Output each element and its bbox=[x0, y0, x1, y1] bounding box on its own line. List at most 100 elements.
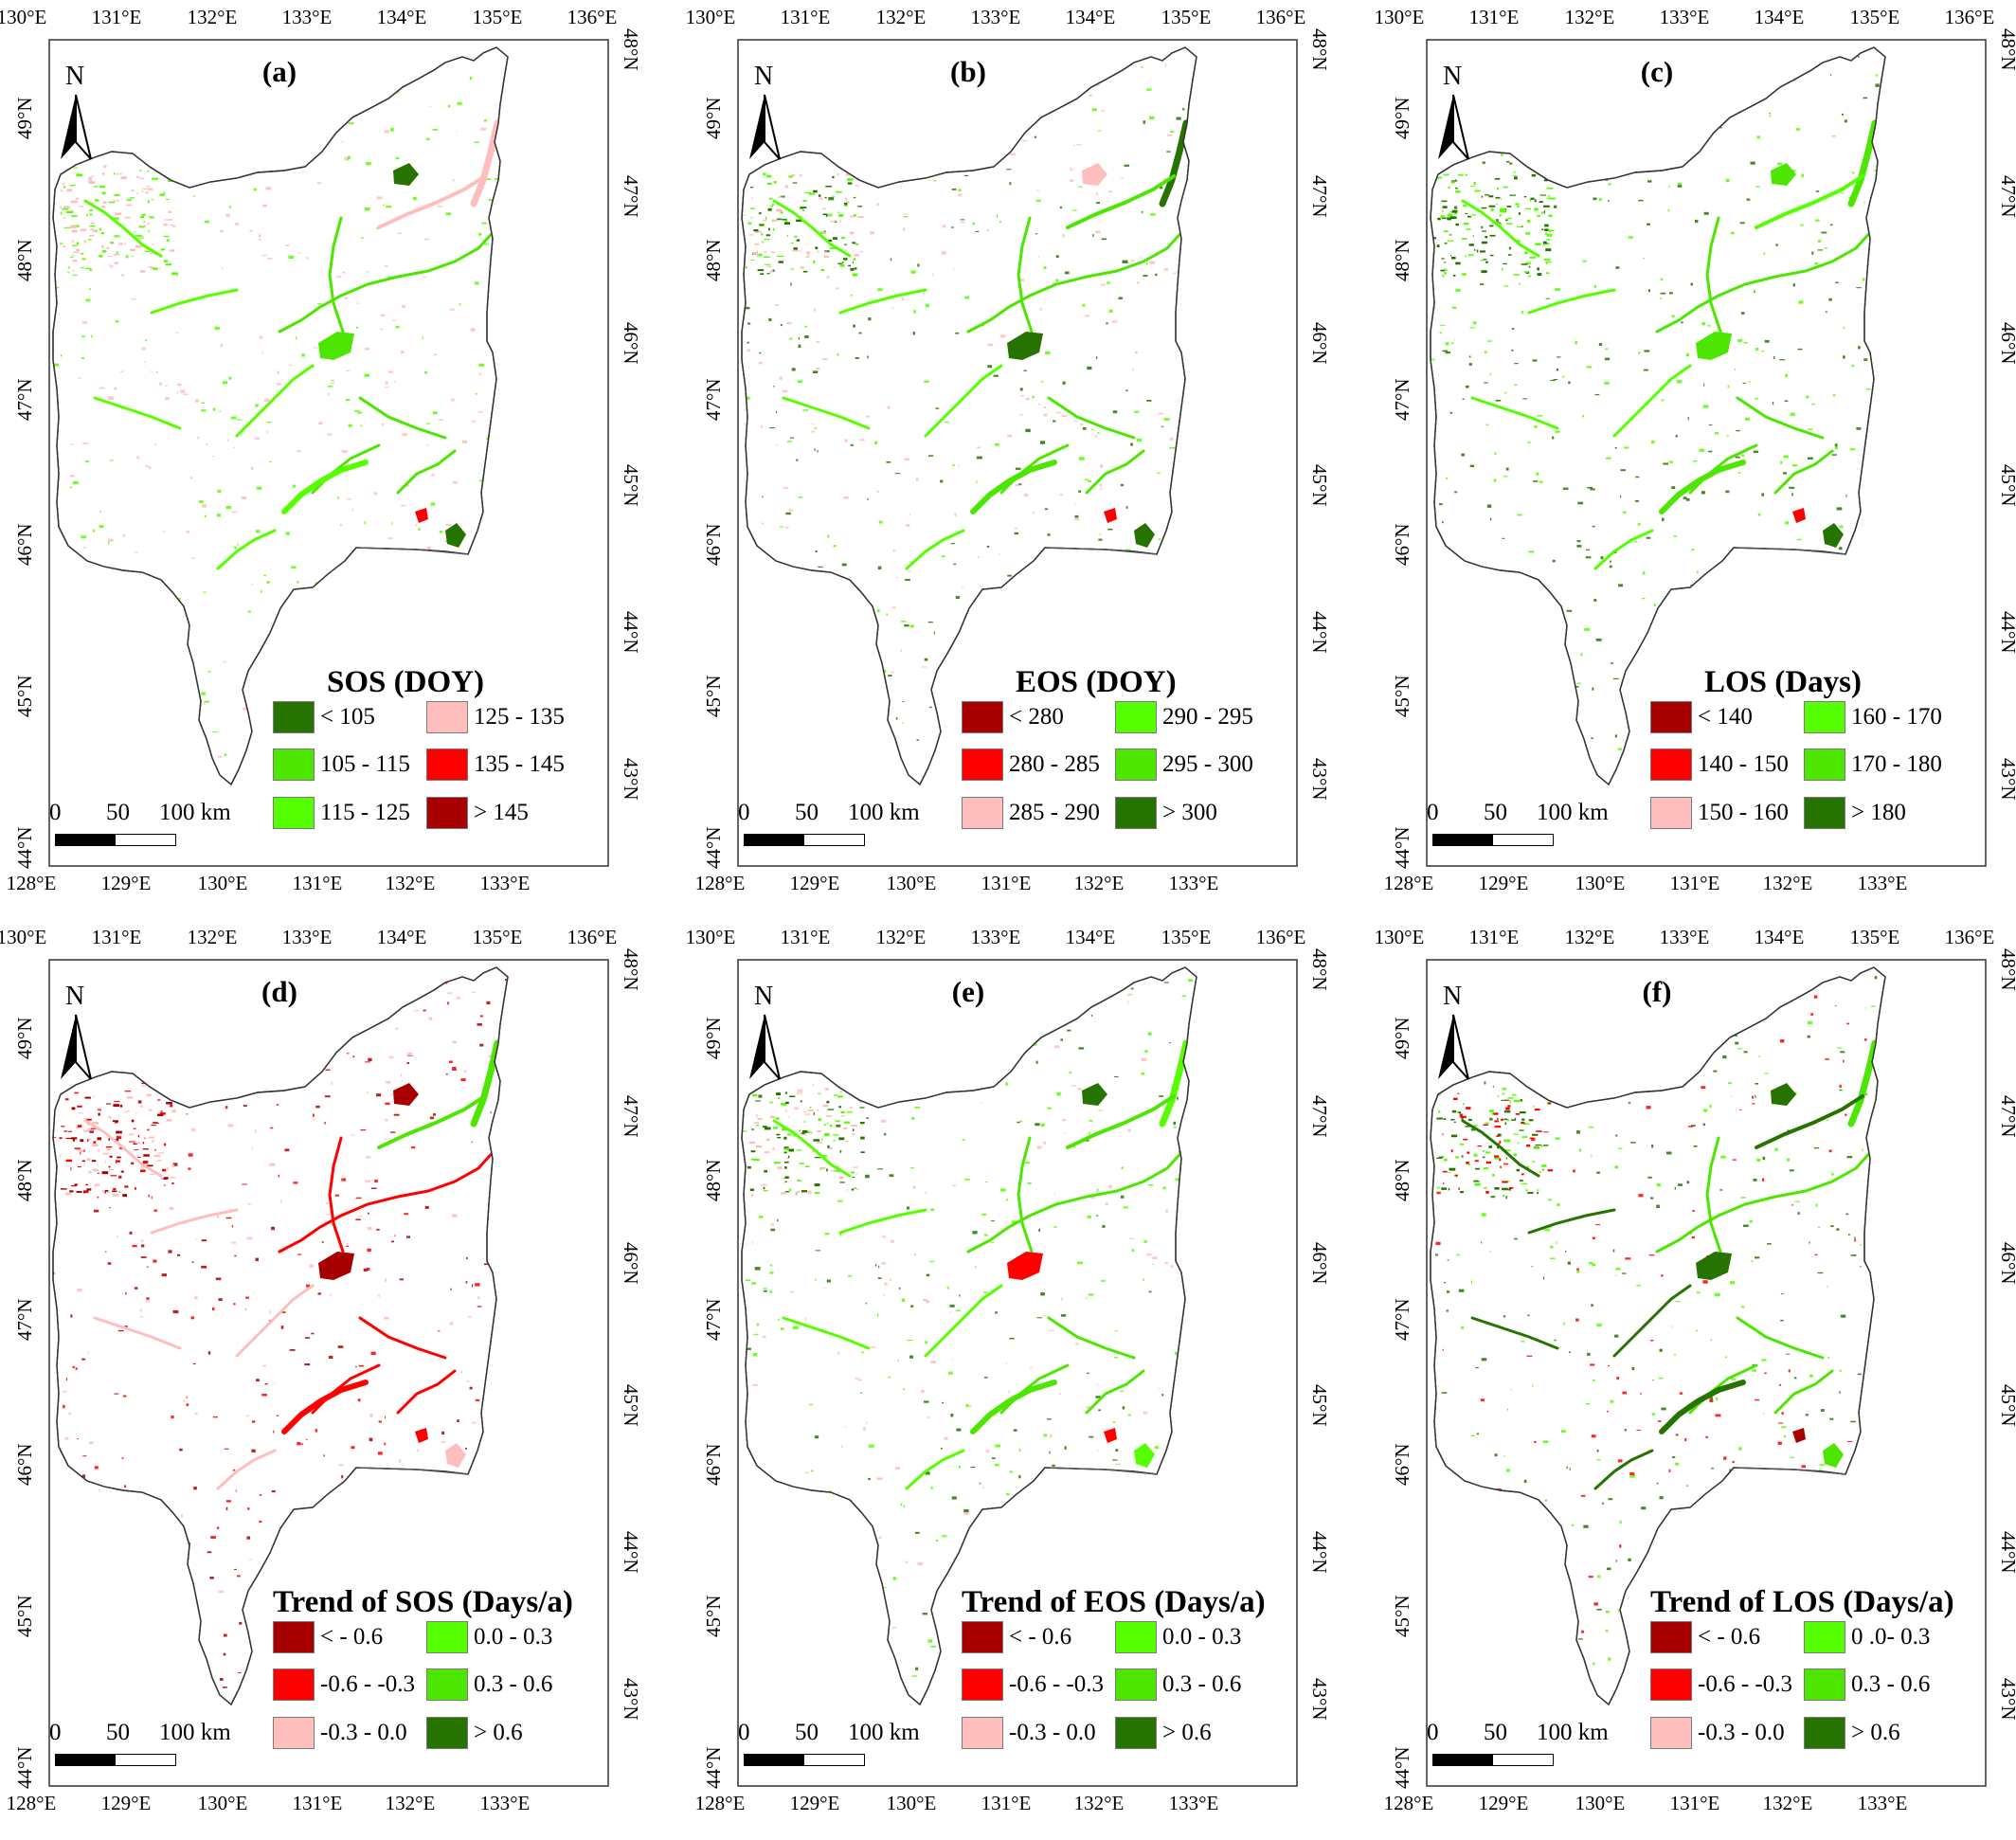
vegetation-pixel bbox=[429, 105, 432, 108]
vegetation-pixel bbox=[1492, 1085, 1494, 1088]
vegetation-pixel bbox=[297, 252, 301, 254]
vegetation-pixel bbox=[828, 197, 835, 201]
vegetation-pixel bbox=[846, 201, 850, 204]
vegetation-pixel bbox=[1170, 1265, 1174, 1268]
north-label: N bbox=[754, 982, 774, 1011]
vegetation-pixel bbox=[1098, 538, 1103, 541]
vegetation-pixel bbox=[1525, 232, 1530, 235]
vegetation-pixel bbox=[747, 1347, 751, 1350]
vegetation-pixel bbox=[1536, 1130, 1542, 1132]
vegetation-pixel bbox=[271, 1226, 275, 1231]
east-edge-vegetation bbox=[470, 119, 501, 207]
vegetation-pixel bbox=[76, 242, 80, 245]
vegetation-pixel bbox=[747, 222, 752, 225]
vegetation-pixel bbox=[1563, 1322, 1565, 1326]
vegetation-pixel bbox=[1604, 381, 1610, 385]
vegetation-pixel bbox=[1687, 416, 1689, 421]
vegetation-pixel bbox=[1785, 521, 1790, 525]
vegetation-pixel bbox=[1463, 205, 1467, 207]
vegetation-pixel bbox=[146, 1164, 153, 1167]
vegetation-pixel bbox=[54, 363, 59, 367]
vegetation-pixel bbox=[411, 1146, 416, 1149]
vegetation-pixel bbox=[1489, 372, 1491, 376]
vegetation-pixel bbox=[445, 1073, 448, 1075]
vegetation-pixel bbox=[82, 442, 88, 444]
vegetation-pixel bbox=[219, 1678, 224, 1681]
vegetation-pixel bbox=[88, 1170, 92, 1174]
vegetation-pixel bbox=[1454, 1174, 1458, 1177]
vegetation-pixel bbox=[1661, 1274, 1664, 1277]
vegetation-pixel bbox=[264, 1382, 268, 1385]
vegetation-pixel bbox=[142, 1167, 144, 1169]
vegetation-pixel bbox=[1751, 1103, 1755, 1105]
vegetation-pixel bbox=[271, 1489, 276, 1493]
vegetation-pixel bbox=[958, 189, 962, 191]
vegetation-pixel bbox=[841, 237, 845, 240]
vegetation-pixel bbox=[995, 1311, 998, 1314]
vegetation-pixel bbox=[1449, 211, 1454, 213]
vegetation-pixel bbox=[763, 219, 767, 222]
vegetation-pixel bbox=[1669, 292, 1673, 295]
vegetation-pixel bbox=[1182, 107, 1185, 111]
vegetation-pixel bbox=[63, 1130, 68, 1132]
north-arrow-icon bbox=[61, 94, 92, 160]
vegetation-pixel bbox=[470, 328, 476, 332]
vegetation-pixel bbox=[1091, 429, 1094, 431]
river-vegetation bbox=[328, 216, 345, 334]
vegetation-pixel bbox=[1875, 74, 1878, 77]
vegetation-pixel bbox=[1650, 1340, 1654, 1342]
vegetation-pixel bbox=[802, 1110, 807, 1113]
vegetation-pixel bbox=[815, 1250, 820, 1252]
legend-item: 140 - 150 bbox=[1650, 748, 1789, 782]
vegetation-pixel bbox=[1019, 279, 1025, 281]
vegetation-pixel bbox=[110, 242, 114, 244]
vegetation-pixel bbox=[1482, 1156, 1485, 1159]
vegetation-pixel bbox=[392, 319, 396, 321]
vegetation-pixel bbox=[1509, 194, 1517, 196]
vegetation-pixel bbox=[1436, 244, 1440, 247]
vegetation-pixel bbox=[852, 273, 858, 277]
vegetation-pixel bbox=[848, 264, 852, 267]
vegetation-pixel bbox=[235, 1489, 237, 1492]
vegetation-pixel bbox=[764, 1127, 771, 1130]
vegetation-pixel bbox=[260, 335, 263, 339]
vegetation-pixel bbox=[777, 255, 783, 257]
vegetation-pixel bbox=[63, 1404, 65, 1409]
vegetation-pixel bbox=[1007, 434, 1013, 438]
vegetation-pixel bbox=[72, 1365, 75, 1368]
vegetation-pixel bbox=[120, 176, 127, 180]
vegetation-pixel bbox=[1583, 1524, 1589, 1528]
vegetation-pixel bbox=[1547, 195, 1551, 197]
legend-item: < - 0.6 bbox=[962, 1620, 1071, 1654]
vegetation-pixel bbox=[760, 273, 765, 275]
river-vegetation bbox=[1655, 1145, 1877, 1254]
vegetation-pixel bbox=[1468, 355, 1471, 358]
vegetation-pixel bbox=[143, 221, 146, 223]
vegetation-pixel bbox=[1854, 1238, 1856, 1242]
vegetation-pixel bbox=[856, 1188, 859, 1190]
vegetation-pixel bbox=[1663, 462, 1668, 465]
vegetation-pixel bbox=[1089, 95, 1092, 97]
vegetation-pixel bbox=[754, 1267, 761, 1271]
vegetation-pixel bbox=[1489, 517, 1492, 521]
vegetation-pixel bbox=[87, 1128, 93, 1131]
vegetation-pixel bbox=[72, 244, 78, 246]
vegetation-pixel bbox=[830, 220, 837, 223]
vegetation-pixel bbox=[315, 1429, 318, 1433]
vegetation-pixel bbox=[837, 211, 840, 213]
vegetation-pixel bbox=[1807, 1035, 1810, 1038]
vegetation-pixel bbox=[156, 1113, 164, 1116]
vegetation-pixel bbox=[251, 1147, 253, 1150]
vegetation-pixel bbox=[1447, 240, 1454, 242]
vegetation-pixel bbox=[117, 1135, 122, 1137]
panel-label: (a) bbox=[261, 55, 297, 88]
vegetation-pixel bbox=[1503, 186, 1508, 189]
vegetation-pixel bbox=[785, 512, 791, 515]
vegetation-pixel bbox=[762, 172, 766, 176]
legend-swatch bbox=[1650, 1621, 1692, 1653]
vegetation-pixel bbox=[121, 274, 124, 277]
lon-tick-bottom: 131°E bbox=[292, 1792, 343, 1814]
vegetation-pixel bbox=[881, 1119, 887, 1123]
vegetation-pixel bbox=[423, 277, 427, 279]
vegetation-pixel bbox=[779, 376, 783, 380]
